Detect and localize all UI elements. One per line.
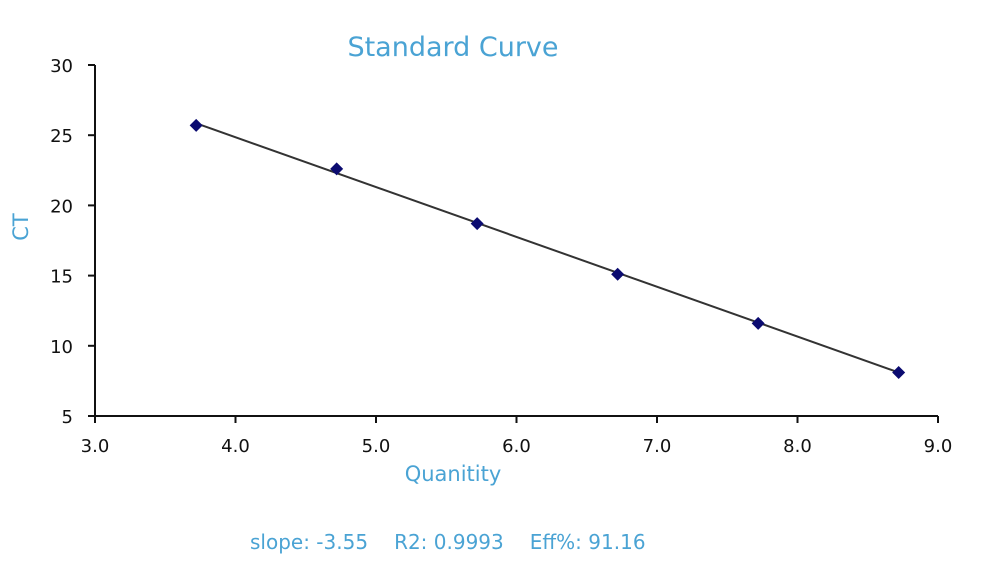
data-point [892,365,906,379]
x-tick-label: 6.0 [502,436,531,457]
regression-stats: slope: -3.55 R2: 0.9993 Eff%: 91.16 [250,530,672,554]
y-tick-label: 10 [50,337,73,358]
efficiency-stat: Eff%: 91.16 [529,530,646,554]
x-tick-label: 4.0 [221,436,250,457]
trendline-group [195,122,899,374]
data-point [611,267,625,281]
y-tick-label: 20 [50,196,73,217]
data-point [470,217,484,231]
data-points [189,118,906,379]
y-tick-label: 15 [50,267,73,288]
x-tick-label: 7.0 [643,436,672,457]
chart-title: Standard Curve [347,32,559,63]
y-tick-label: 30 [50,56,73,77]
data-point [330,162,344,176]
x-axis-label: Quanitity [404,462,502,486]
trendline [195,122,899,374]
x-tick-label: 5.0 [362,436,391,457]
x-tick-label: 9.0 [924,436,953,457]
y-tick-label: 25 [50,126,73,147]
slope-stat: slope: -3.55 [250,530,369,554]
data-point [189,118,203,132]
data-point [751,316,765,330]
y-tick-label: 5 [62,407,73,428]
axes: 3.0 4.0 5.0 6.0 7.0 8.0 9.0 5 10 15 20 25 30 [50,56,952,457]
x-tick-label: 3.0 [81,436,110,457]
y-axis-label: CT [9,213,33,241]
x-tick-label: 8.0 [783,436,812,457]
r2-stat: R2: 0.9993 [394,530,504,554]
